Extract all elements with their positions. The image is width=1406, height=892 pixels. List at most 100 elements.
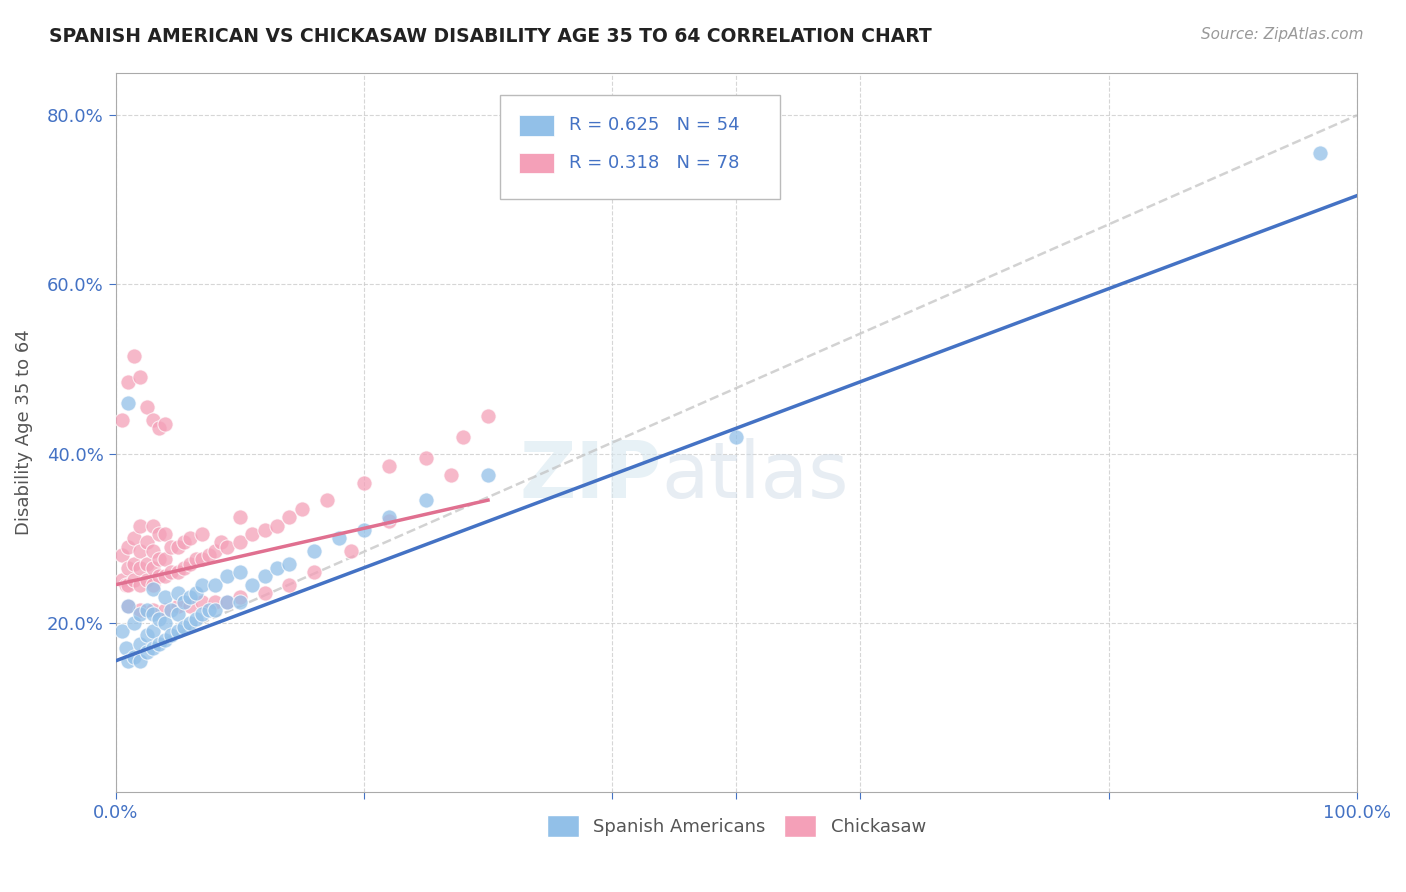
Point [315,493,337,508]
Text: R = 0.625   N = 54: R = 0.625 N = 54 [568,117,740,135]
Point [197,548,219,562]
Legend: Spanish Americans, Chickasaw: Spanish Americans, Chickasaw [540,807,934,844]
Point [117,396,139,410]
Point [129,603,152,617]
Point [451,430,474,444]
Point [129,370,152,384]
Point [179,615,201,630]
Point [204,594,226,608]
Point [129,607,152,622]
Point [217,594,239,608]
Point [440,467,463,482]
Point [142,641,165,656]
Point [117,599,139,613]
Point [135,400,157,414]
Point [155,417,177,431]
Point [173,594,195,608]
Point [1309,146,1331,161]
Point [135,574,157,588]
Point [209,535,232,549]
Point [117,375,139,389]
Point [142,413,165,427]
Point [228,594,250,608]
Point [725,430,748,444]
Point [302,544,325,558]
Point [142,561,165,575]
Point [142,518,165,533]
Point [240,527,263,541]
Point [228,510,250,524]
Point [186,552,208,566]
Point [129,518,152,533]
Point [122,349,145,363]
Point [135,557,157,571]
FancyBboxPatch shape [519,115,554,136]
Point [197,603,219,617]
Point [111,574,134,588]
Point [204,578,226,592]
Text: SPANISH AMERICAN VS CHICKASAW DISABILITY AGE 35 TO 64 CORRELATION CHART: SPANISH AMERICAN VS CHICKASAW DISABILITY… [49,27,932,45]
Point [377,510,399,524]
Point [135,628,157,642]
Point [179,591,201,605]
Point [129,637,152,651]
Point [166,607,188,622]
Point [160,603,183,617]
Point [160,565,183,579]
Point [117,599,139,613]
Point [142,624,165,639]
Point [166,565,188,579]
Point [291,501,314,516]
Point [111,548,134,562]
Point [173,561,195,575]
Point [204,544,226,558]
Point [111,624,134,639]
Point [477,409,499,423]
Point [160,628,183,642]
Point [155,632,177,647]
Point [415,450,437,465]
Point [302,565,325,579]
Point [122,615,145,630]
Point [155,603,177,617]
Point [266,561,288,575]
Point [117,540,139,554]
Point [353,523,375,537]
Point [278,557,301,571]
Point [122,649,145,664]
Point [155,527,177,541]
FancyBboxPatch shape [519,153,554,173]
Point [142,544,165,558]
Point [142,578,165,592]
Point [228,591,250,605]
Point [148,569,170,583]
Point [129,561,152,575]
Point [148,637,170,651]
Point [155,552,177,566]
Point [377,514,399,528]
Point [186,611,208,625]
Point [253,569,276,583]
Point [117,561,139,575]
Point [155,569,177,583]
Point [204,603,226,617]
Point [148,552,170,566]
Point [415,493,437,508]
Point [477,467,499,482]
Point [191,552,214,566]
Point [135,645,157,659]
Point [217,540,239,554]
Point [278,578,301,592]
Point [142,582,165,596]
Point [135,535,157,549]
Point [228,535,250,549]
Point [377,459,399,474]
Point [253,523,276,537]
Point [129,544,152,558]
Point [191,594,214,608]
Point [122,557,145,571]
Point [191,578,214,592]
Point [111,413,134,427]
Point [240,578,263,592]
Point [186,586,208,600]
